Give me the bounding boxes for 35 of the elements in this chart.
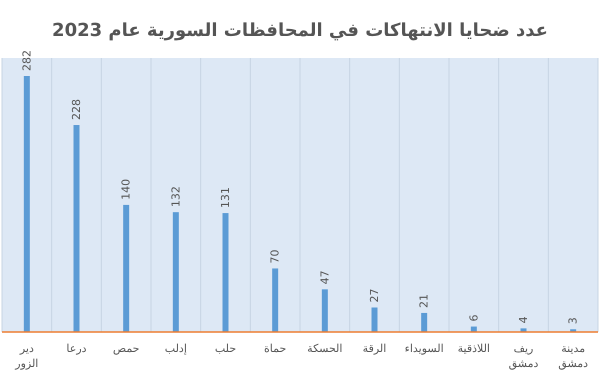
- data-label: 132: [169, 186, 182, 208]
- bar: [322, 289, 328, 332]
- x-tick-label: مدينة دمشق: [558, 342, 588, 370]
- data-label: 282: [20, 50, 34, 71]
- x-tick-label: الحسكة: [307, 342, 342, 355]
- bar: [222, 213, 228, 332]
- chart-title: عدد ضحايا الانتهاكات في المحافظات السورية عام 2023: [52, 20, 548, 41]
- x-tick-label: درعا: [66, 342, 87, 355]
- x-tick-label: اللاذقية: [458, 342, 490, 355]
- bar: [123, 204, 130, 332]
- data-label: 6: [467, 314, 480, 322]
- bar: [470, 326, 477, 332]
- data-label: 21: [418, 294, 431, 308]
- data-label: 131: [219, 187, 232, 208]
- data-label: 228: [70, 99, 83, 120]
- x-tick-label: حلب: [214, 342, 236, 355]
- x-tick-label: الرقة: [362, 342, 386, 355]
- x-tick-label: حمص: [112, 342, 140, 355]
- bar: [172, 212, 179, 332]
- bar: [372, 307, 378, 332]
- data-label: 140: [120, 178, 133, 200]
- bar: [421, 312, 428, 332]
- bar: [24, 76, 30, 332]
- x-tick-label: دير الزور: [14, 342, 38, 370]
- x-tick-label: إدلب: [164, 342, 187, 355]
- x-tick-label: السويداء: [404, 342, 444, 355]
- data-label: 27: [368, 288, 381, 302]
- bar: [272, 268, 278, 332]
- x-tick-label: حماة: [264, 342, 286, 355]
- data-label: 3: [566, 317, 580, 324]
- bar: [74, 125, 80, 332]
- x-tick-label: ريف دمشق: [508, 342, 538, 370]
- data-label: 70: [268, 249, 282, 264]
- data-label: 47: [318, 270, 332, 284]
- data-label: 4: [517, 316, 530, 324]
